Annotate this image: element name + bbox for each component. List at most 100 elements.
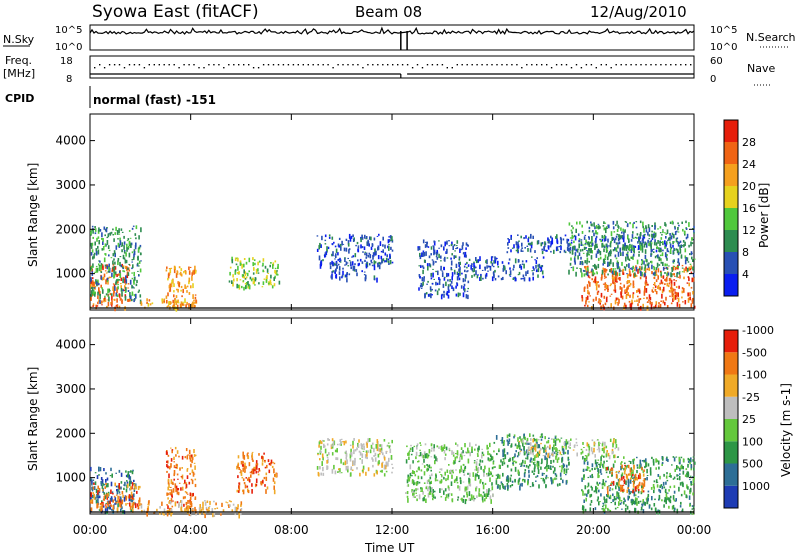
noise-tick-bottom-right: 10^0	[710, 42, 737, 53]
scatter-cell	[185, 448, 188, 452]
scatter-cell	[258, 260, 261, 263]
scatter-cell	[125, 279, 128, 284]
scatter-cell	[619, 235, 622, 240]
scatter-cell	[585, 300, 587, 305]
scatter-cell	[261, 462, 264, 466]
scatter-cell	[633, 464, 635, 470]
scatter-cell	[609, 438, 612, 442]
scatter-cell	[573, 444, 576, 448]
scatter-cell	[496, 485, 499, 489]
scatter-cell	[328, 236, 331, 239]
scatter-cell	[648, 242, 650, 247]
freq-point	[188, 64, 190, 66]
scatter-cell	[640, 263, 643, 266]
scatter-cell	[425, 485, 428, 487]
scatter-cell	[614, 501, 616, 506]
scatter-cell	[90, 290, 93, 295]
scatter-cell	[420, 444, 422, 446]
scatter-cell	[620, 465, 622, 471]
scatter-cell	[133, 280, 135, 285]
scatter-cell	[467, 294, 469, 300]
freq-point	[248, 64, 250, 66]
freq-point	[506, 64, 508, 66]
scatter-cell	[357, 259, 359, 262]
scatter-cell	[586, 284, 589, 289]
scatter-cell	[473, 497, 475, 502]
scatter-cell	[103, 226, 106, 230]
freq-point	[243, 64, 245, 66]
scatter-cell	[148, 500, 150, 504]
scatter-cell	[122, 266, 124, 269]
scatter-cell	[595, 230, 597, 233]
scatter-cell	[359, 472, 361, 477]
scatter-cell	[689, 461, 691, 465]
scatter-cell	[659, 475, 661, 480]
scatter-cell	[513, 244, 515, 249]
scatter-cell	[188, 513, 191, 516]
scatter-cell	[102, 246, 105, 251]
scatter-cell	[388, 246, 390, 251]
scatter-cell	[672, 241, 674, 245]
scatter-cell	[632, 499, 635, 504]
scatter-cell	[673, 249, 676, 252]
scatter-cell	[423, 277, 425, 282]
scatter-cell	[200, 508, 203, 513]
scatter-cell	[473, 262, 475, 268]
colorbar-segment	[724, 352, 738, 375]
scatter-cell	[242, 280, 245, 282]
scatter-cell	[647, 263, 650, 268]
scatter-cell	[423, 482, 426, 484]
scatter-cell	[671, 464, 673, 466]
scatter-cell	[93, 486, 96, 490]
scatter-cell	[607, 238, 609, 243]
scatter-cell	[444, 457, 446, 461]
scatter-cell	[459, 477, 462, 479]
freq-point	[521, 67, 523, 69]
scatter-cell	[671, 290, 673, 294]
scatter-cell	[326, 465, 328, 470]
scatter-cell	[358, 439, 360, 443]
scatter-cell	[186, 285, 189, 288]
scatter-cell	[470, 494, 473, 499]
scatter-cell	[677, 265, 679, 269]
scatter-cell	[335, 274, 337, 279]
scatter-cell	[322, 456, 324, 461]
scatter-cell	[605, 247, 608, 250]
scatter-cell	[550, 235, 552, 239]
scatter-cell	[174, 483, 177, 488]
scatter-cell	[140, 302, 143, 306]
scatter-cell	[338, 237, 341, 240]
scatter-cell	[587, 476, 590, 479]
scatter-cell	[615, 276, 618, 282]
scatter-cell	[672, 293, 675, 296]
scatter-cell	[167, 465, 169, 469]
scatter-cell	[544, 467, 546, 470]
scatter-cell	[122, 254, 125, 260]
scatter-cell	[597, 469, 600, 474]
scatter-cell	[238, 486, 241, 491]
scatter-cell	[588, 242, 591, 247]
freq-point	[446, 67, 448, 69]
scatter-cell	[686, 475, 688, 478]
scatter-cell	[613, 496, 616, 501]
scatter-cell	[376, 448, 379, 452]
power-colorbar-label: Power [dB]	[757, 183, 771, 248]
scatter-cell	[550, 460, 552, 464]
scatter-cell	[435, 474, 437, 479]
scatter-cell	[477, 259, 480, 262]
scatter-cell	[120, 481, 123, 484]
scatter-cell	[272, 477, 275, 482]
scatter-cell	[605, 251, 608, 253]
x-tick-label: 16:00	[475, 523, 510, 537]
scatter-cell	[429, 476, 432, 480]
scatter-cell	[361, 261, 364, 264]
scatter-cell	[104, 295, 106, 298]
scatter-cell	[417, 475, 420, 480]
scatter-cell	[632, 253, 635, 257]
scatter-cell	[114, 286, 116, 291]
scatter-cell	[542, 256, 545, 259]
scatter-cell	[638, 238, 641, 240]
scatter-cell	[667, 239, 669, 242]
scatter-cell	[669, 241, 671, 244]
scatter-cell	[447, 284, 450, 288]
